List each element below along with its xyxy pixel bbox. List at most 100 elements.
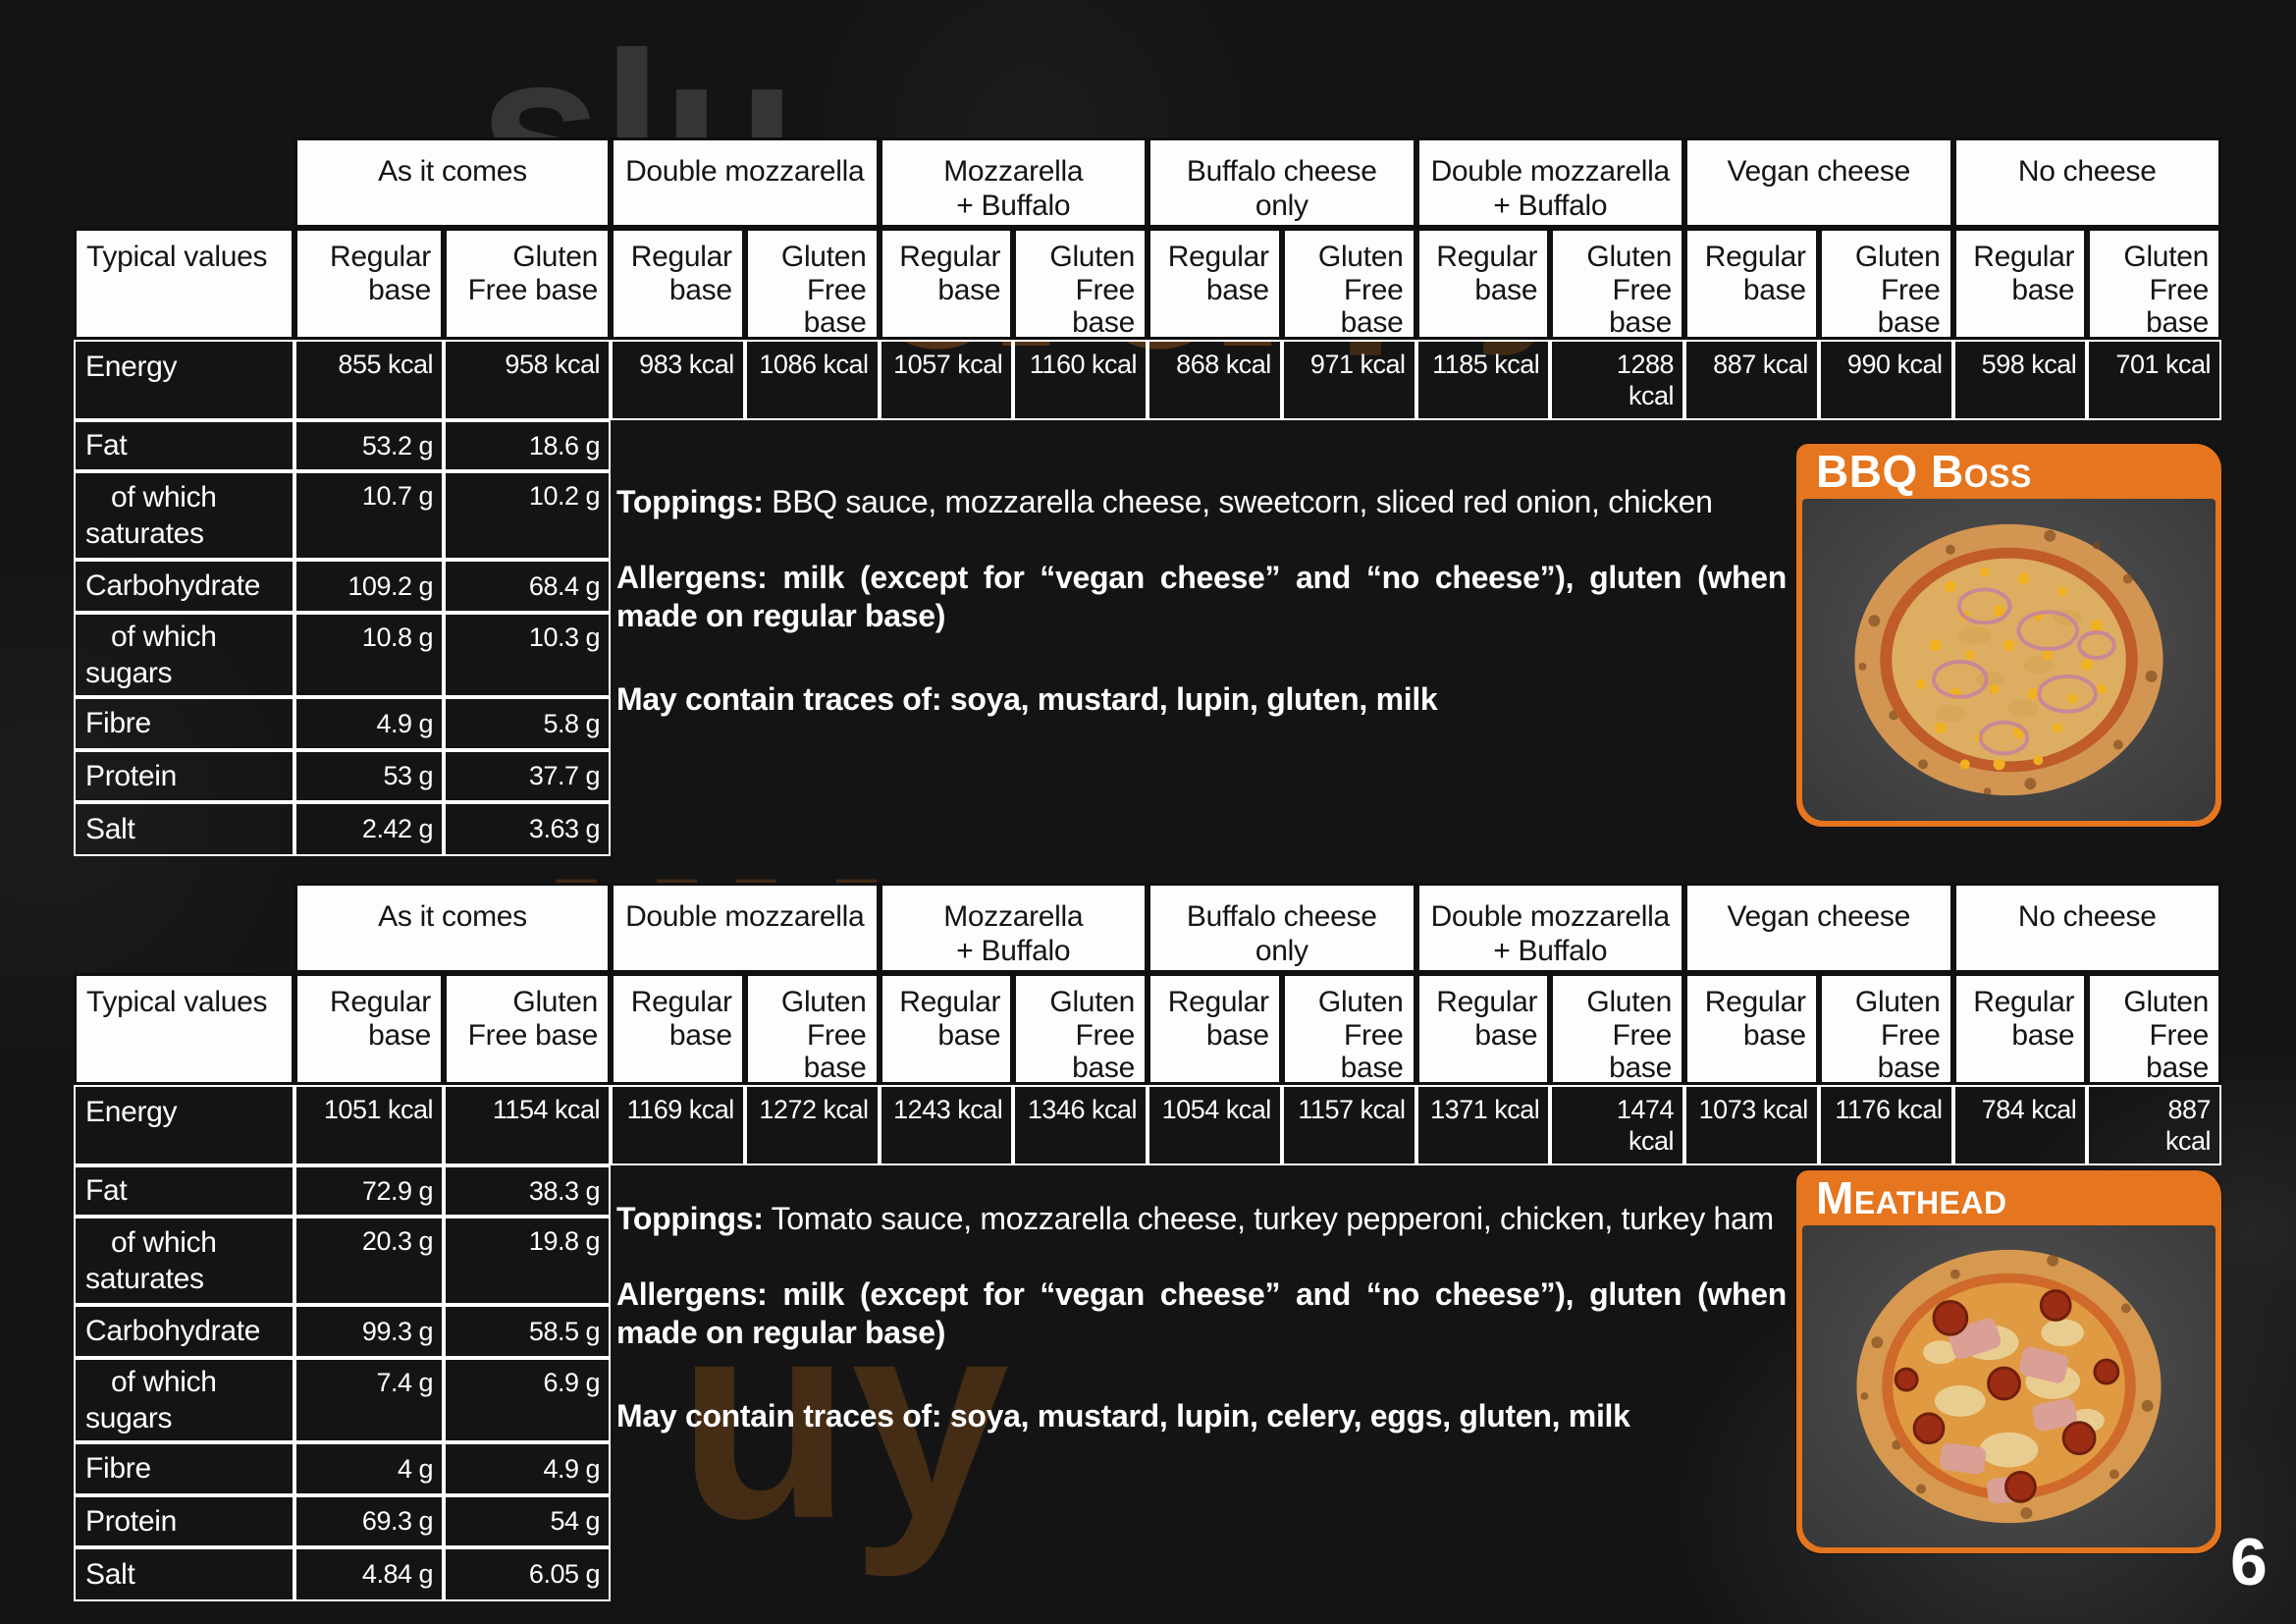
energy-value: 1073 kcal — [1684, 1085, 1819, 1165]
allergen-info-meathead: Toppings: Tomato sauce, mozzarella chees… — [616, 1200, 1787, 1435]
allergens-text: Allergens: milk (except for “vegan chees… — [616, 559, 1787, 635]
page-number: 6 — [2230, 1525, 2268, 1599]
allergens-label: Allergens: — [616, 1276, 768, 1313]
toppings-body: Tomato sauce, mozzarella cheese, turkey … — [771, 1201, 1775, 1236]
energy-value: 1371 kcal — [1415, 1085, 1551, 1165]
column-group-header: Buffalo cheese only — [1148, 137, 1416, 228]
column-group-header: Double mozzarella — [611, 137, 880, 228]
saturates-value: 10.7 g — [294, 471, 444, 560]
row-label-protein: Protein — [74, 1495, 294, 1547]
gluten-free-base-header: Gluten Free base — [1550, 973, 1684, 1085]
sugars-value: 10.8 g — [294, 613, 444, 697]
gluten-free-base-header: Gluten Free base — [444, 973, 611, 1085]
regular-base-header: Regular base — [294, 228, 444, 340]
pizza-card-bbq-boss: BBQ Boss — [1796, 444, 2221, 827]
protein-value: 54 g — [444, 1495, 611, 1547]
regular-base-header: Regular base — [879, 973, 1014, 1085]
energy-value: 701 kcal — [2087, 340, 2221, 420]
traces-body: soya, mustard, lupin, celery, eggs, glut… — [949, 1398, 1630, 1435]
energy-value: 598 kcal — [1952, 340, 2088, 420]
gluten-free-base-header: Gluten Free base — [1281, 973, 1416, 1085]
regular-base-header: Regular base — [1684, 973, 1819, 1085]
gluten-free-base-header: Gluten Free base — [744, 228, 880, 340]
saturates-value: 20.3 g — [294, 1217, 444, 1305]
protein-value: 53 g — [294, 750, 444, 802]
row-label-energy: Energy — [74, 1085, 294, 1165]
regular-base-header: Regular base — [1952, 973, 2088, 1085]
pizza-title: BBQ Boss — [1816, 446, 2032, 497]
gluten-free-base-header: Gluten Free base — [1013, 228, 1148, 340]
meathead-pizza-illustration — [1856, 1249, 2162, 1524]
gluten-free-base-header: Gluten Free base — [1818, 228, 1953, 340]
row-label-fibre: Fibre — [74, 1442, 294, 1495]
energy-value: 1288 kcal — [1550, 340, 1684, 420]
energy-value: 784 kcal — [1952, 1085, 2088, 1165]
traces-text: May contain traces of: soya, mustard, lu… — [616, 1397, 1787, 1435]
gluten-free-base-header: Gluten Free base — [2087, 973, 2221, 1085]
gluten-free-base-header: Gluten Free base — [2087, 228, 2221, 340]
traces-body: soya, mustard, lupin, gluten, milk — [949, 681, 1438, 718]
nutrition-table-meathead: As it comes Double mozzarella Mozzarella… — [74, 883, 2221, 1601]
saturates-value: 19.8 g — [444, 1217, 611, 1305]
traces-label: May contain traces of: — [616, 681, 942, 718]
energy-value: 1051 kcal — [294, 1085, 444, 1165]
allergen-info-bbq-boss: Toppings: BBQ sauce, mozzarella cheese, … — [616, 483, 1787, 719]
bbq-pizza-illustration — [1854, 523, 2163, 796]
energy-value: 1169 kcal — [611, 1085, 745, 1165]
energy-value: 1057 kcal — [879, 340, 1014, 420]
gluten-free-base-header: Gluten Free base — [744, 973, 880, 1085]
allergens-body: milk (except for “vegan cheese” and “no … — [616, 560, 1788, 634]
row-label-salt: Salt — [74, 1547, 294, 1601]
column-group-header: As it comes — [294, 883, 611, 973]
row-label-protein: Protein — [74, 750, 294, 802]
row-label-saturates: of which saturates — [74, 1217, 294, 1305]
energy-value: 1474 kcal — [1550, 1085, 1684, 1165]
regular-base-header: Regular base — [1952, 228, 2088, 340]
energy-value: 983 kcal — [611, 340, 745, 420]
gluten-free-base-header: Gluten Free base — [444, 228, 611, 340]
column-group-header: Vegan cheese — [1684, 883, 1953, 973]
fat-value: 18.6 g — [444, 420, 611, 471]
column-group-header: Double mozzarella + Buffalo — [1415, 883, 1684, 973]
row-label-fat: Fat — [74, 1165, 294, 1217]
regular-base-header: Regular base — [1148, 973, 1282, 1085]
row-label-fibre: Fibre — [74, 697, 294, 750]
energy-value: 1160 kcal — [1013, 340, 1148, 420]
regular-base-header: Regular base — [611, 973, 745, 1085]
typical-values-header: Typical values — [74, 973, 294, 1085]
energy-value: 855 kcal — [294, 340, 444, 420]
energy-value: 1157 kcal — [1281, 1085, 1416, 1165]
salt-value: 3.63 g — [444, 802, 611, 856]
saturates-value: 10.2 g — [444, 471, 611, 560]
carbohydrate-value: 109.2 g — [294, 560, 444, 613]
regular-base-header: Regular base — [879, 228, 1014, 340]
allergens-text: Allergens: milk (except for “vegan chees… — [616, 1275, 1787, 1352]
row-label-salt: Salt — [74, 802, 294, 856]
energy-value: 990 kcal — [1818, 340, 1953, 420]
energy-value: 868 kcal — [1148, 340, 1282, 420]
fibre-value: 4.9 g — [294, 697, 444, 750]
fibre-value: 4.9 g — [444, 1442, 611, 1495]
fibre-value: 5.8 g — [444, 697, 611, 750]
row-label-fat: Fat — [74, 420, 294, 471]
column-group-header: Mozzarella + Buffalo — [879, 883, 1148, 973]
column-group-header: Mozzarella + Buffalo — [879, 137, 1148, 228]
salt-value: 2.42 g — [294, 802, 444, 856]
sugars-value: 7.4 g — [294, 1358, 444, 1442]
gluten-free-base-header: Gluten Free base — [1818, 973, 1953, 1085]
pizza-title: Meathead — [1816, 1172, 2007, 1223]
regular-base-header: Regular base — [611, 228, 745, 340]
pizza-card-meathead: Meathead — [1796, 1170, 2221, 1553]
column-group-header: Double mozzarella + Buffalo — [1415, 137, 1684, 228]
energy-value: 1086 kcal — [744, 340, 880, 420]
regular-base-header: Regular base — [1415, 973, 1551, 1085]
pizza-photo — [1802, 499, 2216, 821]
energy-value: 1272 kcal — [744, 1085, 880, 1165]
regular-base-header: Regular base — [1415, 228, 1551, 340]
energy-value: 1185 kcal — [1415, 340, 1551, 420]
nutrition-table-bbq-boss: As it comes Double mozzarella Mozzarella… — [74, 137, 2221, 856]
toppings-body: BBQ sauce, mozzarella cheese, sweetcorn,… — [772, 484, 1713, 519]
typical-values-header: Typical values — [74, 228, 294, 340]
energy-value: 1346 kcal — [1013, 1085, 1148, 1165]
column-group-header: As it comes — [294, 137, 611, 228]
